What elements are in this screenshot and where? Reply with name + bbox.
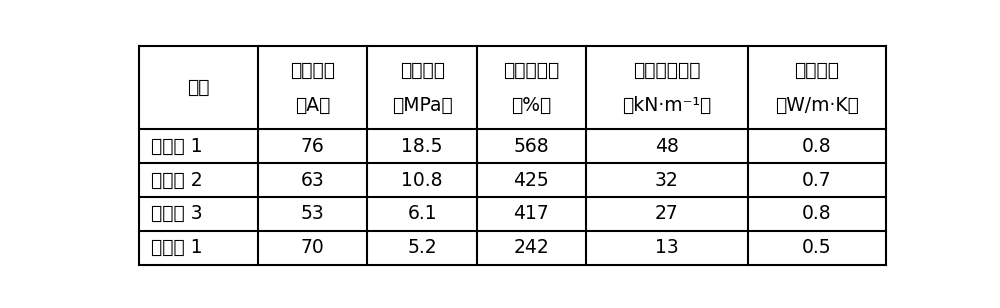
Text: 70: 70 [301,238,325,257]
Text: 53: 53 [301,205,325,223]
Text: 断裂伸长率: 断裂伸长率 [503,61,559,79]
Text: 邵氏硬度: 邵氏硬度 [290,61,335,79]
Text: 实施例 3: 实施例 3 [151,205,202,223]
Text: 417: 417 [513,205,549,223]
Text: 10.8: 10.8 [401,171,443,190]
Text: 实施例 2: 实施例 2 [151,171,202,190]
Text: 32: 32 [655,171,679,190]
Text: 5.2: 5.2 [407,238,437,257]
Text: 0.7: 0.7 [802,171,832,190]
Text: 48: 48 [655,137,679,156]
Text: 实施例 1: 实施例 1 [151,137,202,156]
Text: 名称: 名称 [187,79,210,97]
Text: 导热系数: 导热系数 [794,61,839,79]
Text: 13: 13 [655,238,679,257]
Text: 63: 63 [301,171,325,190]
Text: 27: 27 [655,205,679,223]
Text: （kN·m⁻¹）: （kN·m⁻¹） [622,96,711,115]
Text: 拉伸强度: 拉伸强度 [400,61,445,79]
Text: 对比例 1: 对比例 1 [151,238,202,257]
Text: 568: 568 [514,137,549,156]
Text: 0.8: 0.8 [802,205,832,223]
Text: （A）: （A） [295,96,331,115]
Text: （MPa）: （MPa） [392,96,452,115]
Text: 242: 242 [513,238,549,257]
Text: 直角撕裂强度: 直角撕裂强度 [633,61,701,79]
Text: （%）: （%） [511,96,551,115]
Text: 0.8: 0.8 [802,137,832,156]
Text: 0.5: 0.5 [802,238,832,257]
Text: 425: 425 [513,171,549,190]
Text: 6.1: 6.1 [407,205,437,223]
Text: （W/m·K）: （W/m·K） [775,96,859,115]
Text: 76: 76 [301,137,325,156]
Text: 18.5: 18.5 [401,137,443,156]
